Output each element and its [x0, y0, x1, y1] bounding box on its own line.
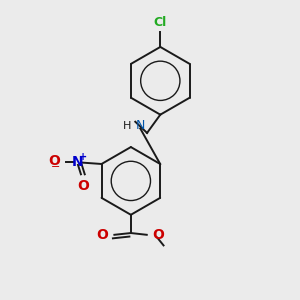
Text: H: H	[122, 121, 131, 130]
Text: O: O	[48, 154, 60, 168]
Text: −: −	[51, 162, 61, 172]
Text: N: N	[135, 119, 145, 132]
Text: N: N	[72, 154, 84, 169]
Text: Cl: Cl	[154, 16, 167, 29]
Text: +: +	[79, 152, 87, 162]
Text: O: O	[97, 228, 109, 242]
Text: O: O	[77, 179, 89, 193]
Text: O: O	[152, 228, 164, 242]
